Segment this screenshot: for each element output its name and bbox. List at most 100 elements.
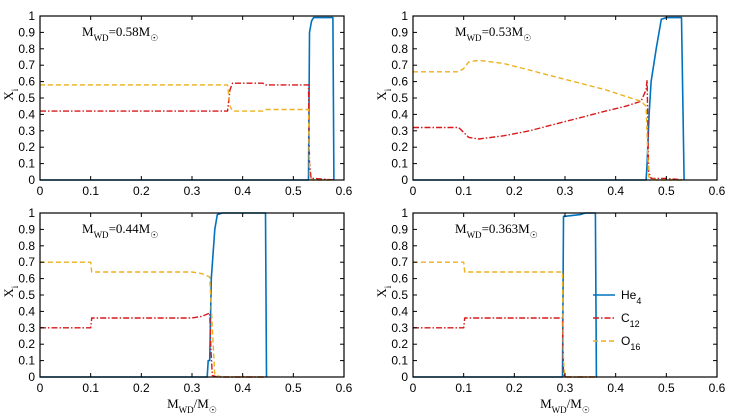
x-tick-label: 0.2: [133, 184, 150, 198]
series-line-c12: [413, 79, 685, 181]
y-tick-label: 0: [28, 173, 35, 187]
axes-box: [39, 212, 345, 378]
y-tick-label: 0.8: [18, 239, 35, 253]
x-tick-label: 0.4: [234, 381, 251, 395]
y-tick-label: 1: [28, 9, 35, 23]
y-axis-label: Xi​: [374, 88, 393, 100]
series-line-c12: [413, 317, 597, 378]
y-tick-label: 0.6: [391, 75, 408, 89]
y-tick-label: 0.1: [18, 157, 35, 171]
series-line-he4: [413, 16, 685, 181]
x-tick-label: 0.6: [336, 184, 353, 198]
x-tick-label: 0.1: [82, 381, 99, 395]
y-tick-label: 0.7: [18, 255, 35, 269]
chart-panel-2: 0 0.1 0.2 0.3 0.4 0.5 0.600.10.20.30.40.50.60.…: [374, 9, 726, 198]
chart-panel-3: 0 0.1 0.2 0.3 0.4 0.5 0.600.10.20.30.40.50.60.…: [1, 206, 353, 415]
x-tick-label: 0.6: [336, 381, 353, 395]
y-tick-label: 0.2: [18, 140, 35, 154]
y-tick-label: 0.5: [18, 288, 35, 302]
y-tick-label: 0: [401, 173, 408, 187]
x-tick-label: 0: [410, 184, 417, 198]
series-line-o16: [40, 84, 334, 181]
y-tick-label: 1: [401, 206, 408, 220]
y-tick-label: 1: [401, 9, 408, 23]
legend-label: C12​: [621, 311, 640, 329]
y-tick-label: 0.4: [18, 304, 35, 318]
chart-panel-4: 0 0.1 0.2 0.3 0.4 0.5 0.600.10.20.30.40.50.60.…: [374, 206, 726, 415]
y-tick-label: 0.8: [391, 239, 408, 253]
legend: He4​ C12​ O16​: [593, 288, 641, 352]
x-tick-label: 0.1: [455, 381, 472, 395]
y-axis-label: Xi​: [1, 285, 20, 297]
y-tick-label: 0.6: [391, 272, 408, 286]
y-tick-label: 0.9: [391, 25, 408, 39]
x-tick-label: 0.2: [506, 184, 523, 198]
x-tick-label: 0.3: [184, 381, 201, 395]
panel-title: MWD​=0.363M☉​: [455, 221, 538, 240]
y-tick-label: 0.2: [391, 140, 408, 154]
axes-box: [412, 212, 718, 378]
series-line-he4: [40, 16, 335, 181]
y-tick-label: 0.6: [18, 272, 35, 286]
y-axis-label: Xi​: [1, 88, 20, 100]
y-tick-label: 0.9: [18, 222, 35, 236]
x-tick-label: 0.5: [658, 184, 675, 198]
x-tick-label: 0.5: [285, 381, 302, 395]
y-tick-label: 0.4: [391, 304, 408, 318]
series-line-c12: [40, 82, 334, 181]
y-tick-label: 0.8: [18, 42, 35, 56]
axes-box: [412, 15, 718, 181]
series-line-o16: [413, 59, 685, 181]
y-tick-label: 0.3: [391, 321, 408, 335]
y-tick-label: 0.9: [391, 222, 408, 236]
y-tick-label: 0: [28, 370, 35, 384]
y-tick-label: 0.6: [18, 75, 35, 89]
x-tick-label: 0.1: [82, 184, 99, 198]
x-tick-label: 0.2: [506, 381, 523, 395]
panel-title: MWD​=0.53M☉​: [455, 24, 531, 43]
y-tick-label: 0.4: [391, 107, 408, 121]
y-tick-label: 0.1: [391, 157, 408, 171]
x-axis-label: MWD​/M☉​: [540, 396, 590, 415]
y-tick-label: 0.3: [18, 124, 35, 138]
chart-panel-1: 0 0.1 0.2 0.3 0.4 0.5 0.600.10.20.30.40.50.60.…: [1, 9, 353, 198]
x-tick-label: 0.4: [607, 381, 624, 395]
x-tick-label: 0.6: [709, 381, 726, 395]
legend-label: He4​: [621, 288, 641, 306]
y-tick-label: 0: [401, 370, 408, 384]
y-tick-label: 0.9: [18, 25, 35, 39]
series-line-c12: [40, 312, 266, 378]
axes-box: [39, 15, 345, 181]
x-tick-label: 0: [37, 184, 44, 198]
x-tick-label: 0.5: [658, 381, 675, 395]
y-tick-label: 1: [28, 206, 35, 220]
x-axis-label: MWD​/M☉​: [167, 396, 217, 415]
x-tick-label: 0: [410, 381, 417, 395]
y-tick-label: 0.7: [391, 255, 408, 269]
y-tick-label: 0.3: [18, 321, 35, 335]
x-tick-label: 0.1: [455, 184, 472, 198]
y-tick-label: 0.1: [18, 354, 35, 368]
y-tick-label: 0.4: [18, 107, 35, 121]
y-tick-label: 0.2: [18, 337, 35, 351]
y-tick-label: 0.1: [391, 354, 408, 368]
x-tick-label: 0.2: [133, 381, 150, 395]
x-tick-label: 0.5: [285, 184, 302, 198]
y-tick-label: 0.7: [391, 58, 408, 72]
y-axis-label: Xi​: [374, 285, 393, 297]
x-tick-label: 0.6: [709, 184, 726, 198]
x-tick-label: 0.4: [234, 184, 251, 198]
x-tick-label: 0.3: [557, 381, 574, 395]
y-tick-label: 0.3: [391, 124, 408, 138]
y-tick-label: 0.5: [391, 91, 408, 105]
series-line-he4: [413, 212, 598, 378]
series-line-o16: [413, 261, 597, 378]
x-tick-label: 0.4: [607, 184, 624, 198]
y-tick-label: 0.5: [18, 91, 35, 105]
panel-title: MWD​=0.58M☉​: [82, 24, 158, 43]
series-line-o16: [40, 261, 266, 378]
legend-label: O16​: [621, 334, 640, 352]
x-tick-label: 0.3: [557, 184, 574, 198]
y-tick-label: 0.8: [391, 42, 408, 56]
